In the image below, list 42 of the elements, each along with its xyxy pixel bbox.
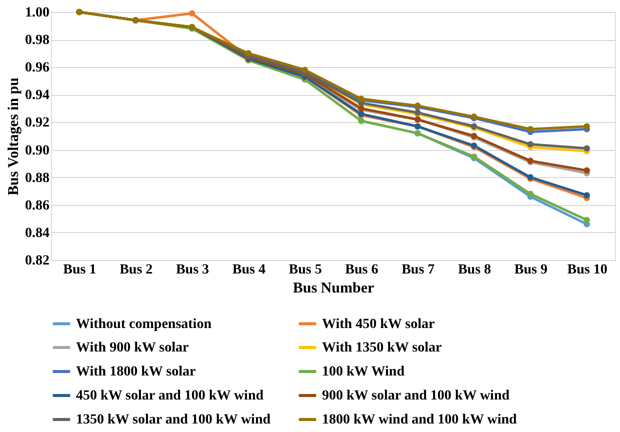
x-tick-label: Bus 2 — [120, 262, 153, 278]
legend-label: 100 kW Wind — [322, 364, 405, 380]
y-tick-label: 0.86 — [25, 198, 50, 214]
x-axis-title: Bus Number — [292, 280, 374, 296]
x-tick-label: Bus 5 — [288, 262, 322, 278]
legend-label: Without compensation — [76, 316, 212, 332]
y-tick-label: 1.00 — [25, 6, 50, 20]
point — [584, 192, 590, 198]
point — [358, 118, 364, 124]
y-tick-label: 0.94 — [25, 88, 50, 104]
point — [584, 123, 590, 130]
legend-label: 900 kW solar and 100 kW wind — [322, 388, 510, 404]
x-tick-label: Bus 6 — [345, 262, 378, 278]
x-tick-label: Bus 7 — [402, 262, 435, 278]
y-axis-title: Bus Voltages in pu — [6, 78, 22, 196]
point — [584, 145, 590, 152]
x-tick-label: Bus 10 — [567, 262, 608, 278]
x-tick-label: Bus 9 — [514, 262, 548, 278]
x-tick-label: Bus 3 — [176, 262, 210, 278]
legend-label: With 1350 kW solar — [322, 340, 442, 356]
y-tick-label: 0.88 — [25, 170, 50, 186]
point — [527, 141, 534, 148]
legend-label: With 1800 kW solar — [76, 364, 196, 380]
x-tick-label: Bus 1 — [63, 262, 96, 278]
y-tick-label: 0.96 — [25, 60, 50, 76]
point — [584, 216, 590, 224]
y-tick-label: 0.90 — [25, 143, 50, 158]
y-tick-label: 0.84 — [25, 226, 50, 241]
x-tick-label: Bus 4 — [232, 262, 266, 278]
legend-label: 450 kW solar and 100 kW wind — [76, 388, 264, 404]
y-tick-label: 0.98 — [25, 33, 50, 48]
point — [188, 10, 196, 17]
point — [584, 167, 590, 174]
legend-label: 1800 kW wind and 100 kW wind — [322, 412, 517, 428]
y-tick-label: 0.82 — [25, 254, 50, 268]
point — [527, 190, 534, 198]
legend-label: 1350 kW solar and 100 kW wind — [76, 412, 271, 428]
legend-label: With 450 kW solar — [322, 316, 435, 332]
point — [527, 126, 534, 132]
y-tick-label: 0.92 — [25, 116, 50, 131]
legend-label: With 900 kW solar — [76, 340, 189, 356]
x-tick-label: Bus 8 — [458, 262, 492, 278]
